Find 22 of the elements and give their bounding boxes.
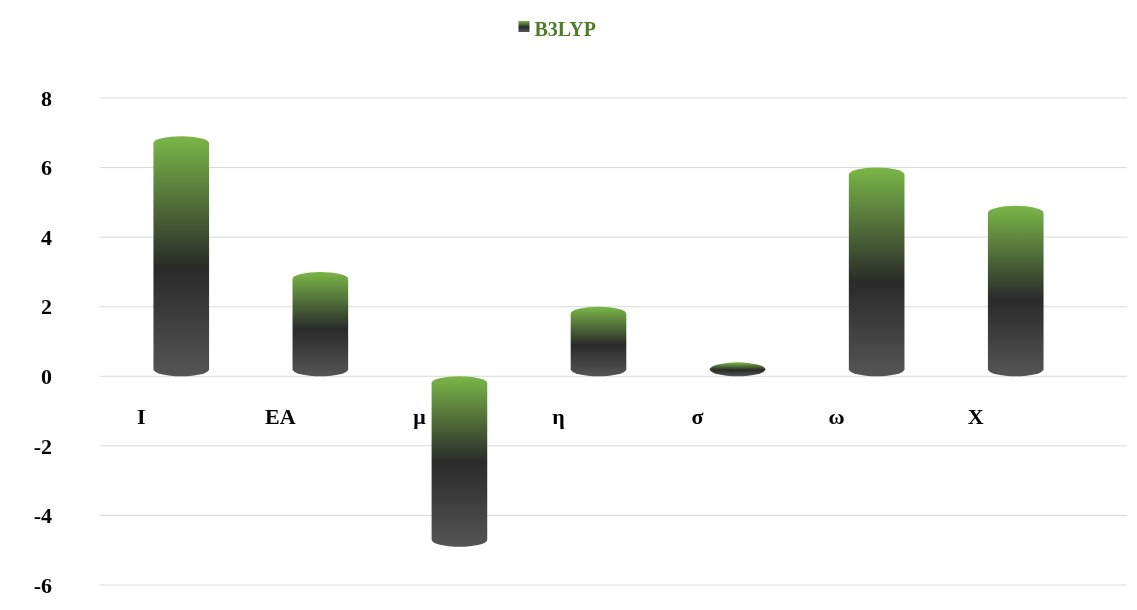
y-tick-label: 8	[41, 85, 52, 111]
x-tick-label: ω	[828, 404, 845, 430]
y-tick-label: -4	[33, 503, 52, 529]
bar	[570, 306, 627, 377]
bar	[987, 205, 1044, 377]
y-tick-label: 6	[41, 155, 52, 181]
y-tick-label: 2	[41, 294, 52, 320]
y-tick-label: 4	[41, 224, 52, 250]
bar	[292, 271, 349, 377]
x-tick-label: η	[552, 404, 565, 430]
bar	[431, 376, 488, 547]
x-tick-label: μ	[413, 404, 427, 430]
x-tick-label: σ	[691, 404, 704, 430]
x-tick-label: EA	[265, 404, 296, 430]
x-tick-label: I	[136, 404, 146, 430]
y-tick-label: -2	[33, 433, 52, 459]
y-tick-label: -6	[33, 572, 52, 598]
x-tick-label: X	[967, 404, 984, 430]
bar	[848, 167, 905, 377]
bar	[153, 136, 210, 377]
legend-label: B3LYP	[534, 18, 597, 40]
y-tick-label: 0	[41, 363, 52, 389]
